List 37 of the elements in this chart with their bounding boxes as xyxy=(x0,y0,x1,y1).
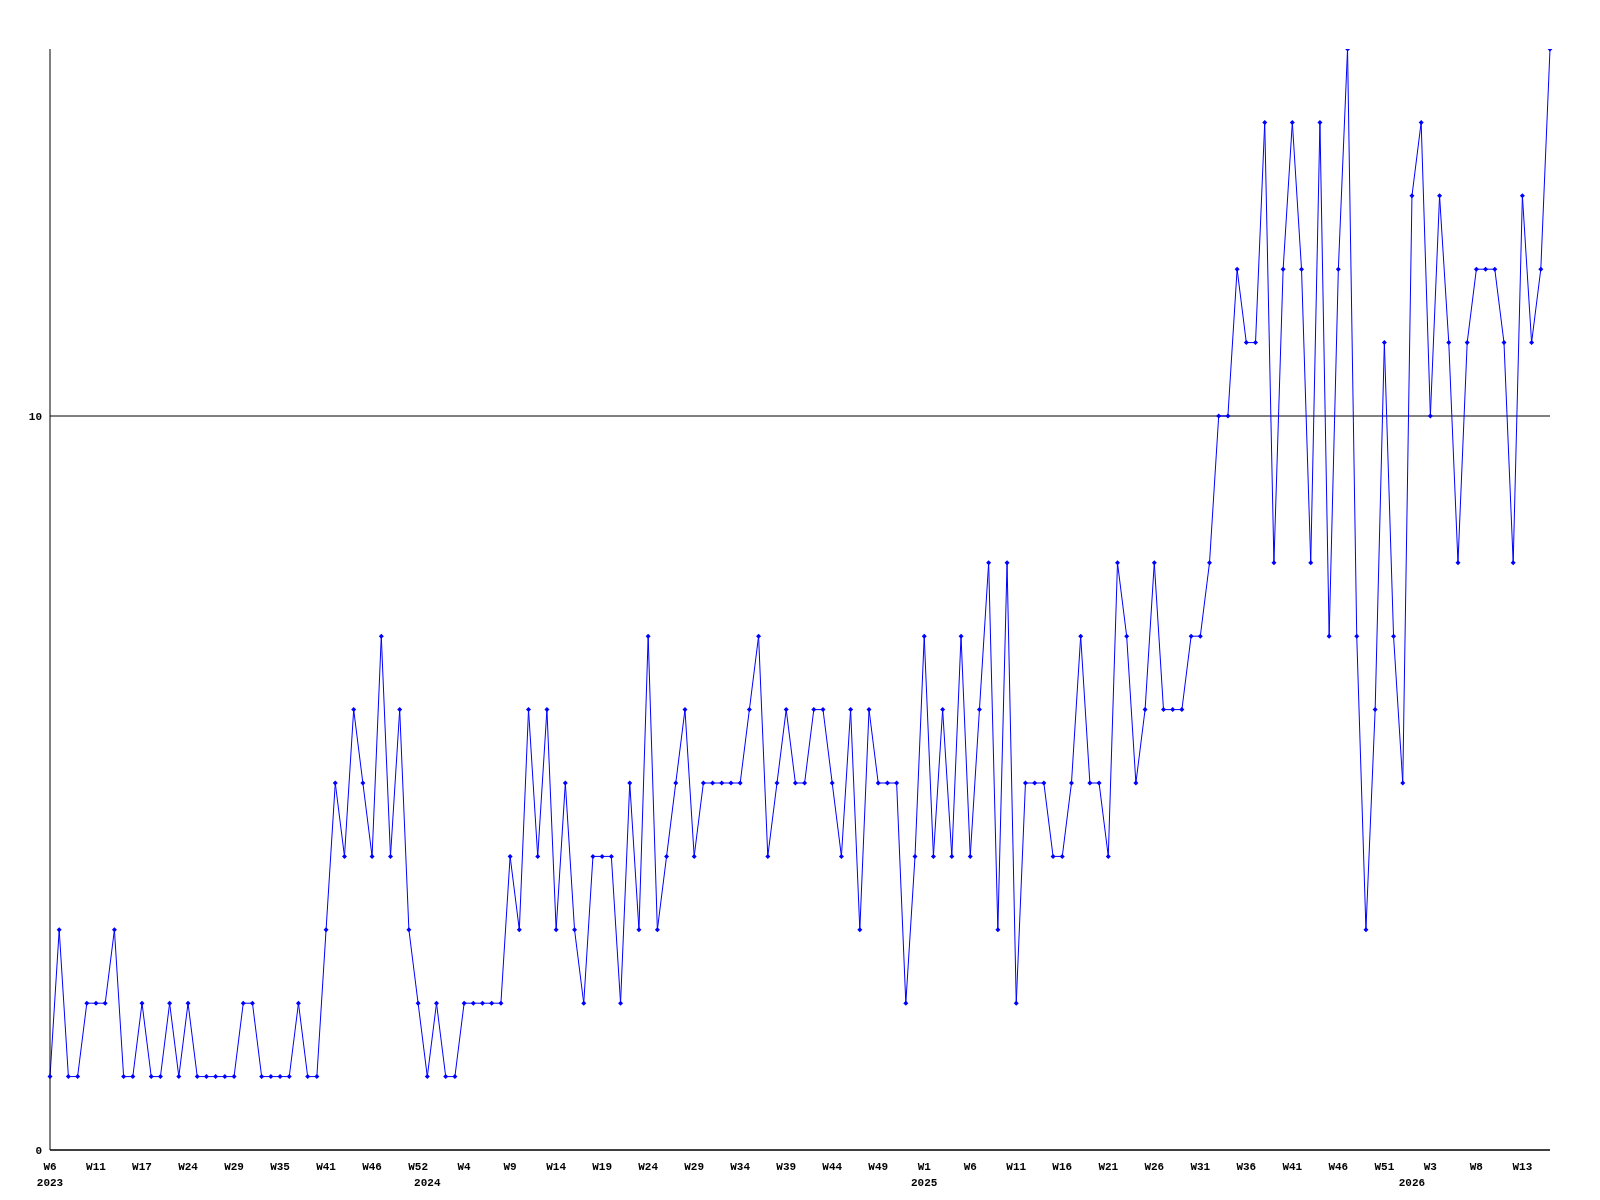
x-tick-label: W44 xyxy=(822,1161,843,1173)
x-tick-label: W19 xyxy=(592,1161,613,1173)
x-tick-label: W52 xyxy=(408,1161,428,1173)
x-tick-label: W31 xyxy=(1190,1161,1211,1173)
x-tick-label: W49 xyxy=(868,1161,889,1173)
x-tick-label: W51 xyxy=(1374,1161,1395,1173)
x-tick-label: W24 xyxy=(178,1161,199,1173)
x-tick-label: W16 xyxy=(1052,1161,1073,1173)
x-tick-label: W3 xyxy=(1423,1161,1438,1173)
x-tick-label: W14 xyxy=(546,1161,567,1173)
x-tick-label: W24 xyxy=(638,1161,659,1173)
x-tick-label: W46 xyxy=(362,1161,382,1173)
x-tick-label: W13 xyxy=(1512,1161,1533,1173)
x-tick-label: W8 xyxy=(1469,1161,1484,1173)
y-tick-label: 0 xyxy=(35,1144,42,1157)
x-tick-label: W9 xyxy=(503,1161,517,1173)
x-tick-label: W35 xyxy=(270,1161,291,1173)
x-tick-label: W39 xyxy=(776,1161,797,1173)
x-tick-label: W6 2023 xyxy=(36,1161,64,1189)
x-tick-label: 2026 xyxy=(1398,1177,1426,1189)
x-tick-label: W6 xyxy=(963,1161,977,1173)
x-tick-label: W11 xyxy=(86,1161,107,1173)
x-tick-label: W41 xyxy=(1282,1161,1303,1173)
x-tick-label: W1 2025 xyxy=(911,1161,938,1189)
x-tick-label: W26 xyxy=(1144,1161,1165,1173)
x-tick-label: W36 xyxy=(1236,1161,1257,1173)
y-tick-label: 10 xyxy=(28,410,42,423)
x-tick-label: W41 xyxy=(316,1161,337,1173)
x-tick-label: W4 xyxy=(457,1161,472,1173)
x-tick-label: W46 xyxy=(1328,1161,1349,1173)
x-tick-label: W29 xyxy=(224,1161,244,1173)
x-tick-label: W29 xyxy=(684,1161,705,1173)
x-tick-label: W17 xyxy=(132,1161,152,1173)
x-tick-label: W21 xyxy=(1098,1161,1119,1173)
x-tick-label: W11 xyxy=(1006,1161,1027,1173)
x-tick-label: 2024 xyxy=(414,1177,441,1189)
x-tick-label: W34 xyxy=(730,1161,751,1173)
